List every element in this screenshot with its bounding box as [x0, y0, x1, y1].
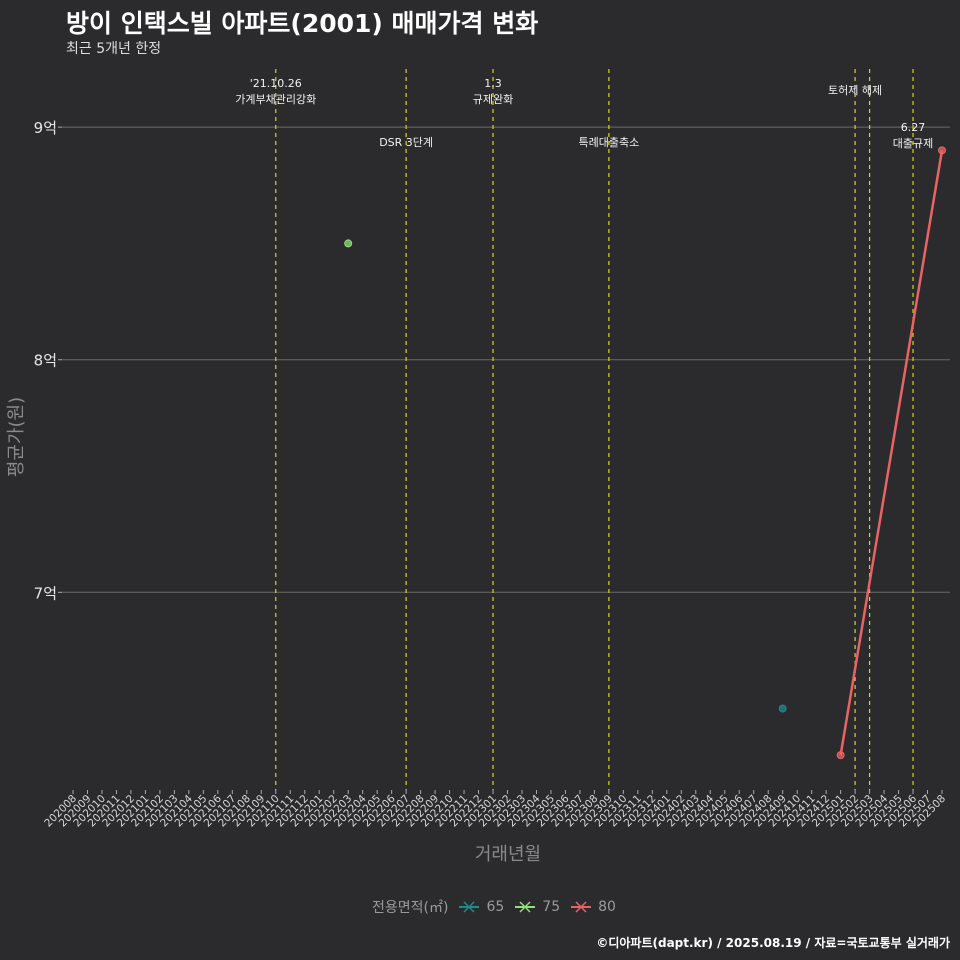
y-tick-label: 9억: [34, 119, 57, 137]
y-tick-label: 8억: [34, 352, 57, 370]
series-line-80: [839, 150, 944, 756]
legend-item-65: 65: [458, 899, 504, 915]
data-point-65: [778, 704, 787, 713]
event-label: 가계부채관리강화: [235, 93, 316, 106]
legend-label: 65: [486, 899, 505, 915]
y-axis-title: 평균가(원): [6, 397, 27, 477]
event-label: '21.10.26: [250, 77, 302, 90]
legend-item-80: 80: [570, 899, 616, 915]
event-label: 1.3: [484, 77, 502, 90]
legend: 전용면적(㎡) 65 75 80: [372, 897, 616, 917]
event-label: 특례대출축소: [579, 136, 640, 149]
event-label: 규제완화: [473, 93, 513, 106]
line-cross-icon: [515, 901, 536, 913]
data-point-80: [836, 751, 845, 760]
event-label: 토허제 해제: [828, 83, 882, 97]
legend-title: 전용면적(㎡): [372, 900, 449, 916]
data-point-80: [938, 146, 946, 155]
line-cross-icon: [459, 901, 480, 913]
legend-label: 80: [598, 899, 616, 915]
data-series: [344, 146, 946, 760]
source-caption: ©디아파트(dapt.kr) / 2025.08.19 / 자료=국토교통부 실…: [596, 936, 950, 950]
grid: [62, 126, 950, 593]
chart-subtitle: 최근 5개년 한정: [66, 41, 162, 57]
event-label: 6.27: [901, 121, 926, 134]
chart-title: 방이 인택스빌 아파트(2001) 매매가격 변화: [66, 9, 539, 38]
legend-label: 75: [542, 899, 561, 915]
data-point-75: [344, 239, 353, 248]
event-label: 대출규제: [893, 137, 933, 150]
event-label: DSR 3단계: [379, 136, 433, 149]
y-axis: 7억 8억 9억: [34, 119, 62, 602]
y-tick-label: 7억: [34, 584, 57, 602]
line-cross-icon: [571, 901, 592, 913]
x-axis-title: 거래년월: [475, 844, 541, 865]
x-axis: 2020082020092020102020112020122021012021…: [42, 790, 948, 829]
legend-item-75: 75: [514, 899, 560, 915]
